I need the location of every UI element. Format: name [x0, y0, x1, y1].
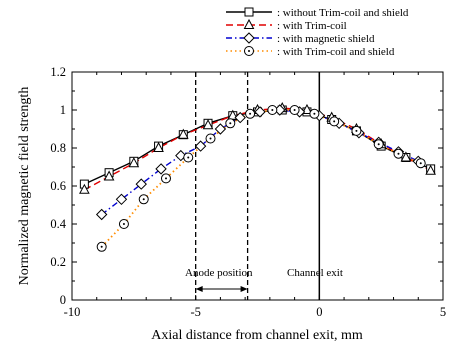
- legend-marker-4-dot: [248, 50, 250, 52]
- data-point-3: [95, 208, 108, 221]
- data-point-2: [79, 183, 90, 194]
- data-point-4-dot: [249, 112, 252, 115]
- data-point-4-dot: [333, 120, 336, 123]
- data-point-2: [202, 119, 214, 130]
- data-point-2: [128, 157, 140, 168]
- y-tick-label: 0.2: [50, 255, 66, 269]
- anode-position-label: Anode position: [185, 267, 253, 279]
- series-line-3: [101, 109, 419, 216]
- data-point-3: [214, 123, 227, 135]
- data-point-2: [177, 128, 189, 139]
- anode-arrowhead-left: [195, 286, 203, 292]
- data-point-2: [103, 170, 115, 181]
- axis-ticks: -10 -5 0 5 0 0.2 0.4 0.6 0.8 1 1.2: [50, 65, 446, 319]
- data-point-4-dot: [377, 143, 380, 146]
- series-markers-4: [96, 105, 426, 252]
- data-point-4-dot: [187, 156, 190, 159]
- data-point-2: [425, 164, 436, 175]
- data-point-4-dot: [419, 162, 422, 165]
- legend-label-4: : with Trim-coil and shield: [277, 46, 395, 58]
- anode-arrowhead-right: [240, 286, 248, 292]
- data-point-2: [153, 141, 164, 152]
- annotation-text: Anode position Channel exit: [185, 267, 343, 279]
- legend-label-3: : with magnetic shield: [277, 33, 375, 45]
- data-point-3: [155, 163, 167, 175]
- legend-marker-2: [243, 18, 255, 29]
- y-tick-label: 0.6: [50, 179, 66, 193]
- data-point-3: [194, 140, 207, 152]
- data-point-3: [115, 193, 128, 206]
- x-tick-label: -5: [190, 305, 200, 319]
- data-point-3: [234, 111, 246, 124]
- data-point-3: [135, 178, 147, 190]
- series-lines: [84, 107, 431, 248]
- legend-marker-3: [243, 32, 255, 44]
- data-point-2: [400, 151, 412, 162]
- y-tick-label: 1: [60, 103, 66, 117]
- series-markers: [79, 102, 436, 252]
- legend-marker-1: [244, 7, 254, 17]
- data-point-4-dot: [271, 109, 274, 111]
- data-point-4-dot: [229, 122, 232, 125]
- data-point-4-dot: [142, 198, 145, 201]
- channel-exit-label: Channel exit: [287, 267, 343, 279]
- y-tick-label: 0.4: [50, 217, 66, 231]
- data-point-4-dot: [293, 109, 296, 111]
- x-tick-label: -10: [64, 305, 81, 319]
- y-tick-label: 0: [60, 293, 66, 307]
- legend-label-1: : without Trim-coil and shield: [277, 7, 409, 19]
- data-point-4-dot: [209, 137, 212, 140]
- data-point-4-dot: [355, 129, 358, 132]
- data-point-4-dot: [397, 152, 400, 155]
- legend-label-2: : with Trim-coil: [277, 20, 347, 32]
- legend: : without Trim-coil and shield: with Tri…: [226, 7, 409, 58]
- data-point-4-dot: [164, 177, 167, 180]
- y-tick-label: 1.2: [50, 65, 66, 79]
- y-axis-title: Normalized magnetic field strength: [17, 87, 32, 286]
- y-tick-label: 0.8: [50, 141, 66, 155]
- data-point-4-dot: [122, 223, 125, 225]
- x-axis-title: Axial distance from channel exit, mm: [151, 328, 363, 343]
- data-point-4-dot: [100, 245, 103, 248]
- data-point-3: [254, 106, 266, 118]
- data-point-4-dot: [313, 112, 316, 115]
- x-tick-label: 0: [316, 305, 322, 319]
- x-tick-label: 5: [440, 305, 446, 319]
- series-markers-2: [79, 102, 436, 194]
